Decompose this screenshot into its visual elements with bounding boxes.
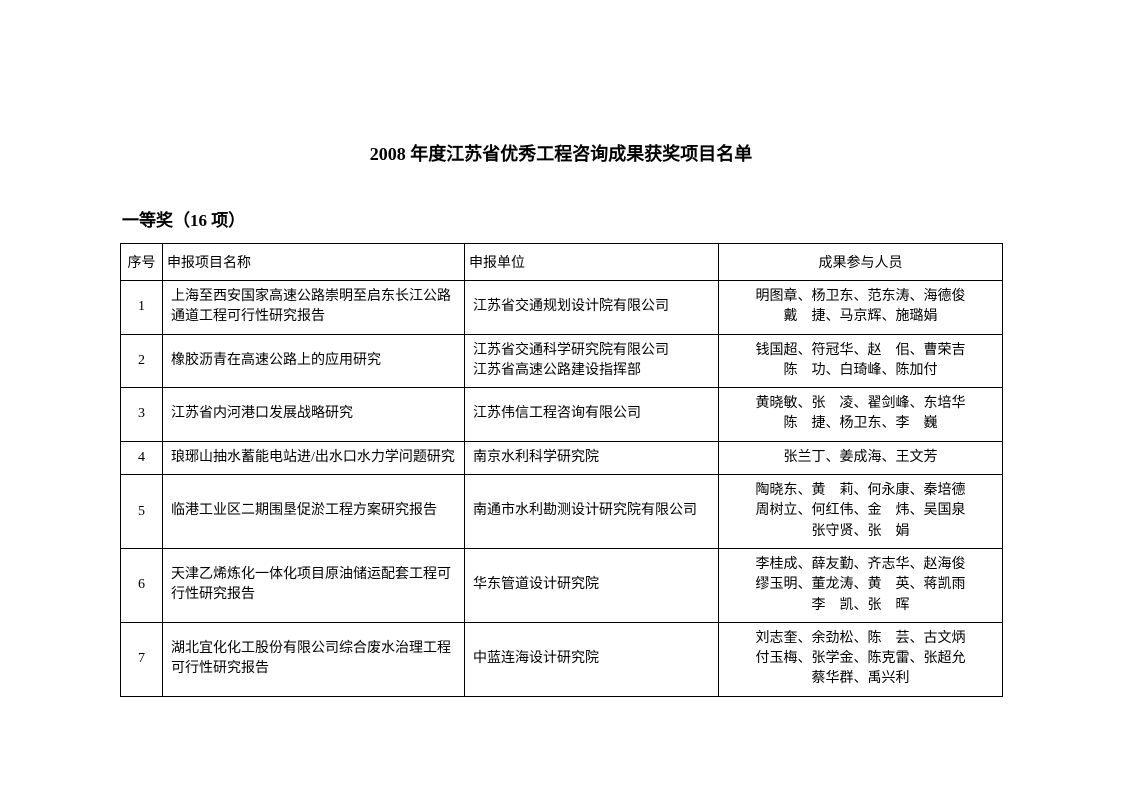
col-header-people: 成果参与人员 — [719, 244, 1003, 281]
cell-index: 4 — [121, 441, 163, 474]
cell-people: 张兰丁、姜成海、王文芳 — [719, 441, 1003, 474]
page-title: 2008 年度江苏省优秀工程咨询成果获奖项目名单 — [120, 140, 1002, 166]
table-row: 1上海至西安国家高速公路崇明至启东长江公路通道工程可行性研究报告江苏省交通规划设… — [121, 281, 1003, 335]
cell-unit: 江苏省交通规划设计院有限公司 — [465, 281, 719, 335]
cell-people: 李桂成、薛友勤、齐志华、赵海俊缪玉明、董龙涛、黄 英、蒋凯雨李 凯、张 晖 — [719, 548, 1003, 622]
table-header-row: 序号 申报项目名称 申报单位 成果参与人员 — [121, 244, 1003, 281]
cell-people: 陶晓东、黄 莉、何永康、秦培德周树立、何红伟、金 炜、吴国泉张守贤、张 娟 — [719, 475, 1003, 549]
cell-people: 刘志奎、余劲松、陈 芸、古文炳付玉梅、张学金、陈克雷、张超允蔡华群、禹兴利 — [719, 622, 1003, 696]
cell-project: 江苏省内河港口发展战略研究 — [163, 388, 465, 442]
cell-project: 天津乙烯炼化一体化项目原油储运配套工程可行性研究报告 — [163, 548, 465, 622]
cell-unit: 南通市水利勘测设计研究院有限公司 — [465, 475, 719, 549]
section-title: 一等奖（16 项） — [122, 206, 1002, 231]
table-row: 5临港工业区二期围垦促淤工程方案研究报告南通市水利勘测设计研究院有限公司陶晓东、… — [121, 475, 1003, 549]
table-row: 3江苏省内河港口发展战略研究江苏伟信工程咨询有限公司黄晓敏、张 凌、翟剑峰、东培… — [121, 388, 1003, 442]
cell-project: 临港工业区二期围垦促淤工程方案研究报告 — [163, 475, 465, 549]
cell-unit: 江苏伟信工程咨询有限公司 — [465, 388, 719, 442]
cell-project: 湖北宜化化工股份有限公司综合废水治理工程可行性研究报告 — [163, 622, 465, 696]
cell-project: 橡胶沥青在高速公路上的应用研究 — [163, 334, 465, 388]
cell-project: 琅琊山抽水蓄能电站进/出水口水力学问题研究 — [163, 441, 465, 474]
cell-people: 明图章、杨卫东、范东涛、海德俊戴 捷、马京辉、施璐娟 — [719, 281, 1003, 335]
cell-index: 1 — [121, 281, 163, 335]
col-header-index: 序号 — [121, 244, 163, 281]
cell-unit: 华东管道设计研究院 — [465, 548, 719, 622]
cell-unit: 江苏省交通科学研究院有限公司江苏省高速公路建设指挥部 — [465, 334, 719, 388]
cell-unit: 南京水利科学研究院 — [465, 441, 719, 474]
cell-index: 2 — [121, 334, 163, 388]
cell-project: 上海至西安国家高速公路崇明至启东长江公路通道工程可行性研究报告 — [163, 281, 465, 335]
awards-table: 序号 申报项目名称 申报单位 成果参与人员 1上海至西安国家高速公路崇明至启东长… — [120, 243, 1003, 697]
cell-people: 黄晓敏、张 凌、翟剑峰、东培华陈 捷、杨卫东、李 巍 — [719, 388, 1003, 442]
col-header-unit: 申报单位 — [465, 244, 719, 281]
col-header-project: 申报项目名称 — [163, 244, 465, 281]
cell-index: 7 — [121, 622, 163, 696]
cell-unit: 中蓝连海设计研究院 — [465, 622, 719, 696]
table-row: 7湖北宜化化工股份有限公司综合废水治理工程可行性研究报告中蓝连海设计研究院刘志奎… — [121, 622, 1003, 696]
table-row: 6天津乙烯炼化一体化项目原油储运配套工程可行性研究报告华东管道设计研究院李桂成、… — [121, 548, 1003, 622]
cell-index: 5 — [121, 475, 163, 549]
cell-index: 6 — [121, 548, 163, 622]
table-row: 4琅琊山抽水蓄能电站进/出水口水力学问题研究南京水利科学研究院张兰丁、姜成海、王… — [121, 441, 1003, 474]
cell-index: 3 — [121, 388, 163, 442]
table-row: 2橡胶沥青在高速公路上的应用研究江苏省交通科学研究院有限公司江苏省高速公路建设指… — [121, 334, 1003, 388]
cell-people: 钱国超、符冠华、赵 佀、曹荣吉陈 功、白琦峰、陈加付 — [719, 334, 1003, 388]
